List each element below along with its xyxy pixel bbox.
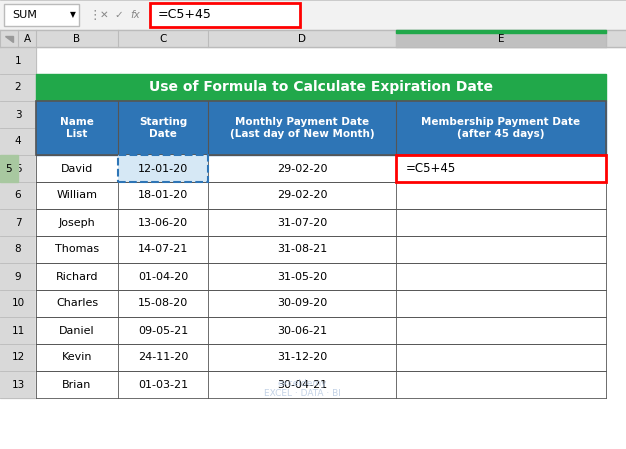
Polygon shape [5, 35, 13, 41]
Bar [36, 209, 606, 236]
Bar [36, 290, 606, 317]
Text: 13-06-20: 13-06-20 [138, 217, 188, 228]
Bar [36, 344, 606, 371]
Text: 30-06-21: 30-06-21 [277, 326, 327, 335]
Text: 4: 4 [14, 136, 21, 146]
Text: Membership Payment Date
(after 45 days): Membership Payment Date (after 45 days) [421, 117, 580, 139]
Text: E: E [498, 34, 505, 44]
Text: 30-09-20: 30-09-20 [277, 299, 327, 308]
Text: 10: 10 [11, 299, 24, 308]
Bar [36, 182, 606, 209]
Text: Monthly Payment Date
(Last day of New Month): Monthly Payment Date (Last day of New Mo… [230, 117, 374, 139]
Text: Starting
Date: Starting Date [139, 117, 187, 139]
Text: Brian: Brian [63, 379, 91, 389]
Bar [0, 30, 626, 47]
Bar [396, 155, 606, 182]
Text: Use of Formula to Calculate Expiration Date: Use of Formula to Calculate Expiration D… [149, 80, 493, 94]
Bar [36, 317, 606, 344]
Bar [36, 263, 606, 290]
Bar [396, 101, 606, 155]
Text: William: William [56, 190, 98, 201]
Text: 31-07-20: 31-07-20 [277, 217, 327, 228]
Bar [4, 4, 79, 26]
Text: C: C [159, 34, 167, 44]
Text: exceldemy
EXCEL · DATA · BI: exceldemy EXCEL · DATA · BI [264, 379, 341, 398]
Text: ▼: ▼ [70, 10, 76, 19]
Bar [36, 371, 606, 398]
Bar [36, 155, 606, 182]
Text: Richard: Richard [56, 272, 98, 282]
Bar [118, 101, 208, 155]
Bar [36, 101, 118, 155]
Text: Name
List: Name List [60, 117, 94, 139]
Text: 5: 5 [14, 163, 21, 173]
Text: 15-08-20: 15-08-20 [138, 299, 188, 308]
Text: 12: 12 [11, 352, 24, 362]
Bar [36, 101, 606, 155]
Text: =C5+45: =C5+45 [158, 9, 212, 22]
Text: 01-04-20: 01-04-20 [138, 272, 188, 282]
Text: Joseph: Joseph [59, 217, 95, 228]
Text: 1: 1 [14, 56, 21, 66]
Text: David: David [61, 163, 93, 173]
Bar [0, 155, 18, 182]
Text: 14-07-21: 14-07-21 [138, 245, 188, 255]
Bar [0, 0, 626, 30]
Text: 12-01-20: 12-01-20 [138, 163, 188, 173]
Bar [150, 3, 300, 27]
Text: D: D [298, 34, 306, 44]
Text: 8: 8 [14, 245, 21, 255]
Text: 09-05-21: 09-05-21 [138, 326, 188, 335]
Text: 13: 13 [11, 379, 24, 389]
Bar [118, 155, 208, 182]
Text: 18-01-20: 18-01-20 [138, 190, 188, 201]
Text: =C5+45: =C5+45 [406, 162, 456, 175]
Text: 24-11-20: 24-11-20 [138, 352, 188, 362]
Text: 7: 7 [14, 217, 21, 228]
Text: B: B [73, 34, 81, 44]
Text: 5: 5 [6, 163, 13, 173]
Text: 29-02-20: 29-02-20 [277, 190, 327, 201]
Text: Daniel: Daniel [59, 326, 95, 335]
Text: Charles: Charles [56, 299, 98, 308]
Text: 31-12-20: 31-12-20 [277, 352, 327, 362]
Text: 29-02-20: 29-02-20 [277, 163, 327, 173]
Text: ✓: ✓ [114, 10, 123, 20]
Text: 6: 6 [14, 190, 21, 201]
Text: 31-08-21: 31-08-21 [277, 245, 327, 255]
Bar [36, 236, 606, 263]
Text: Kevin: Kevin [62, 352, 92, 362]
Text: 01-03-21: 01-03-21 [138, 379, 188, 389]
Text: 12-01-20: 12-01-20 [138, 163, 188, 173]
Bar [36, 74, 606, 101]
Text: A: A [23, 34, 31, 44]
Text: 11: 11 [11, 326, 24, 335]
Text: ⋮: ⋮ [88, 9, 101, 22]
Text: 30-04-21: 30-04-21 [277, 379, 327, 389]
Bar [396, 30, 606, 47]
Text: 2: 2 [14, 83, 21, 92]
Bar [208, 101, 396, 155]
Text: ✕: ✕ [100, 10, 109, 20]
Bar [396, 30, 606, 33]
Text: 9: 9 [14, 272, 21, 282]
Text: 31-05-20: 31-05-20 [277, 272, 327, 282]
Bar [0, 47, 36, 398]
Text: Thomas: Thomas [55, 245, 99, 255]
Text: SUM: SUM [12, 10, 37, 20]
Text: 3: 3 [14, 110, 21, 119]
Text: fx: fx [130, 10, 140, 20]
